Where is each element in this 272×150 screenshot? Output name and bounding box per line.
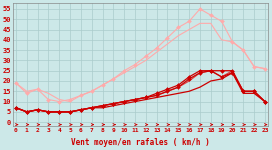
X-axis label: Vent moyen/en rafales ( km/h ): Vent moyen/en rafales ( km/h ) <box>71 138 210 147</box>
